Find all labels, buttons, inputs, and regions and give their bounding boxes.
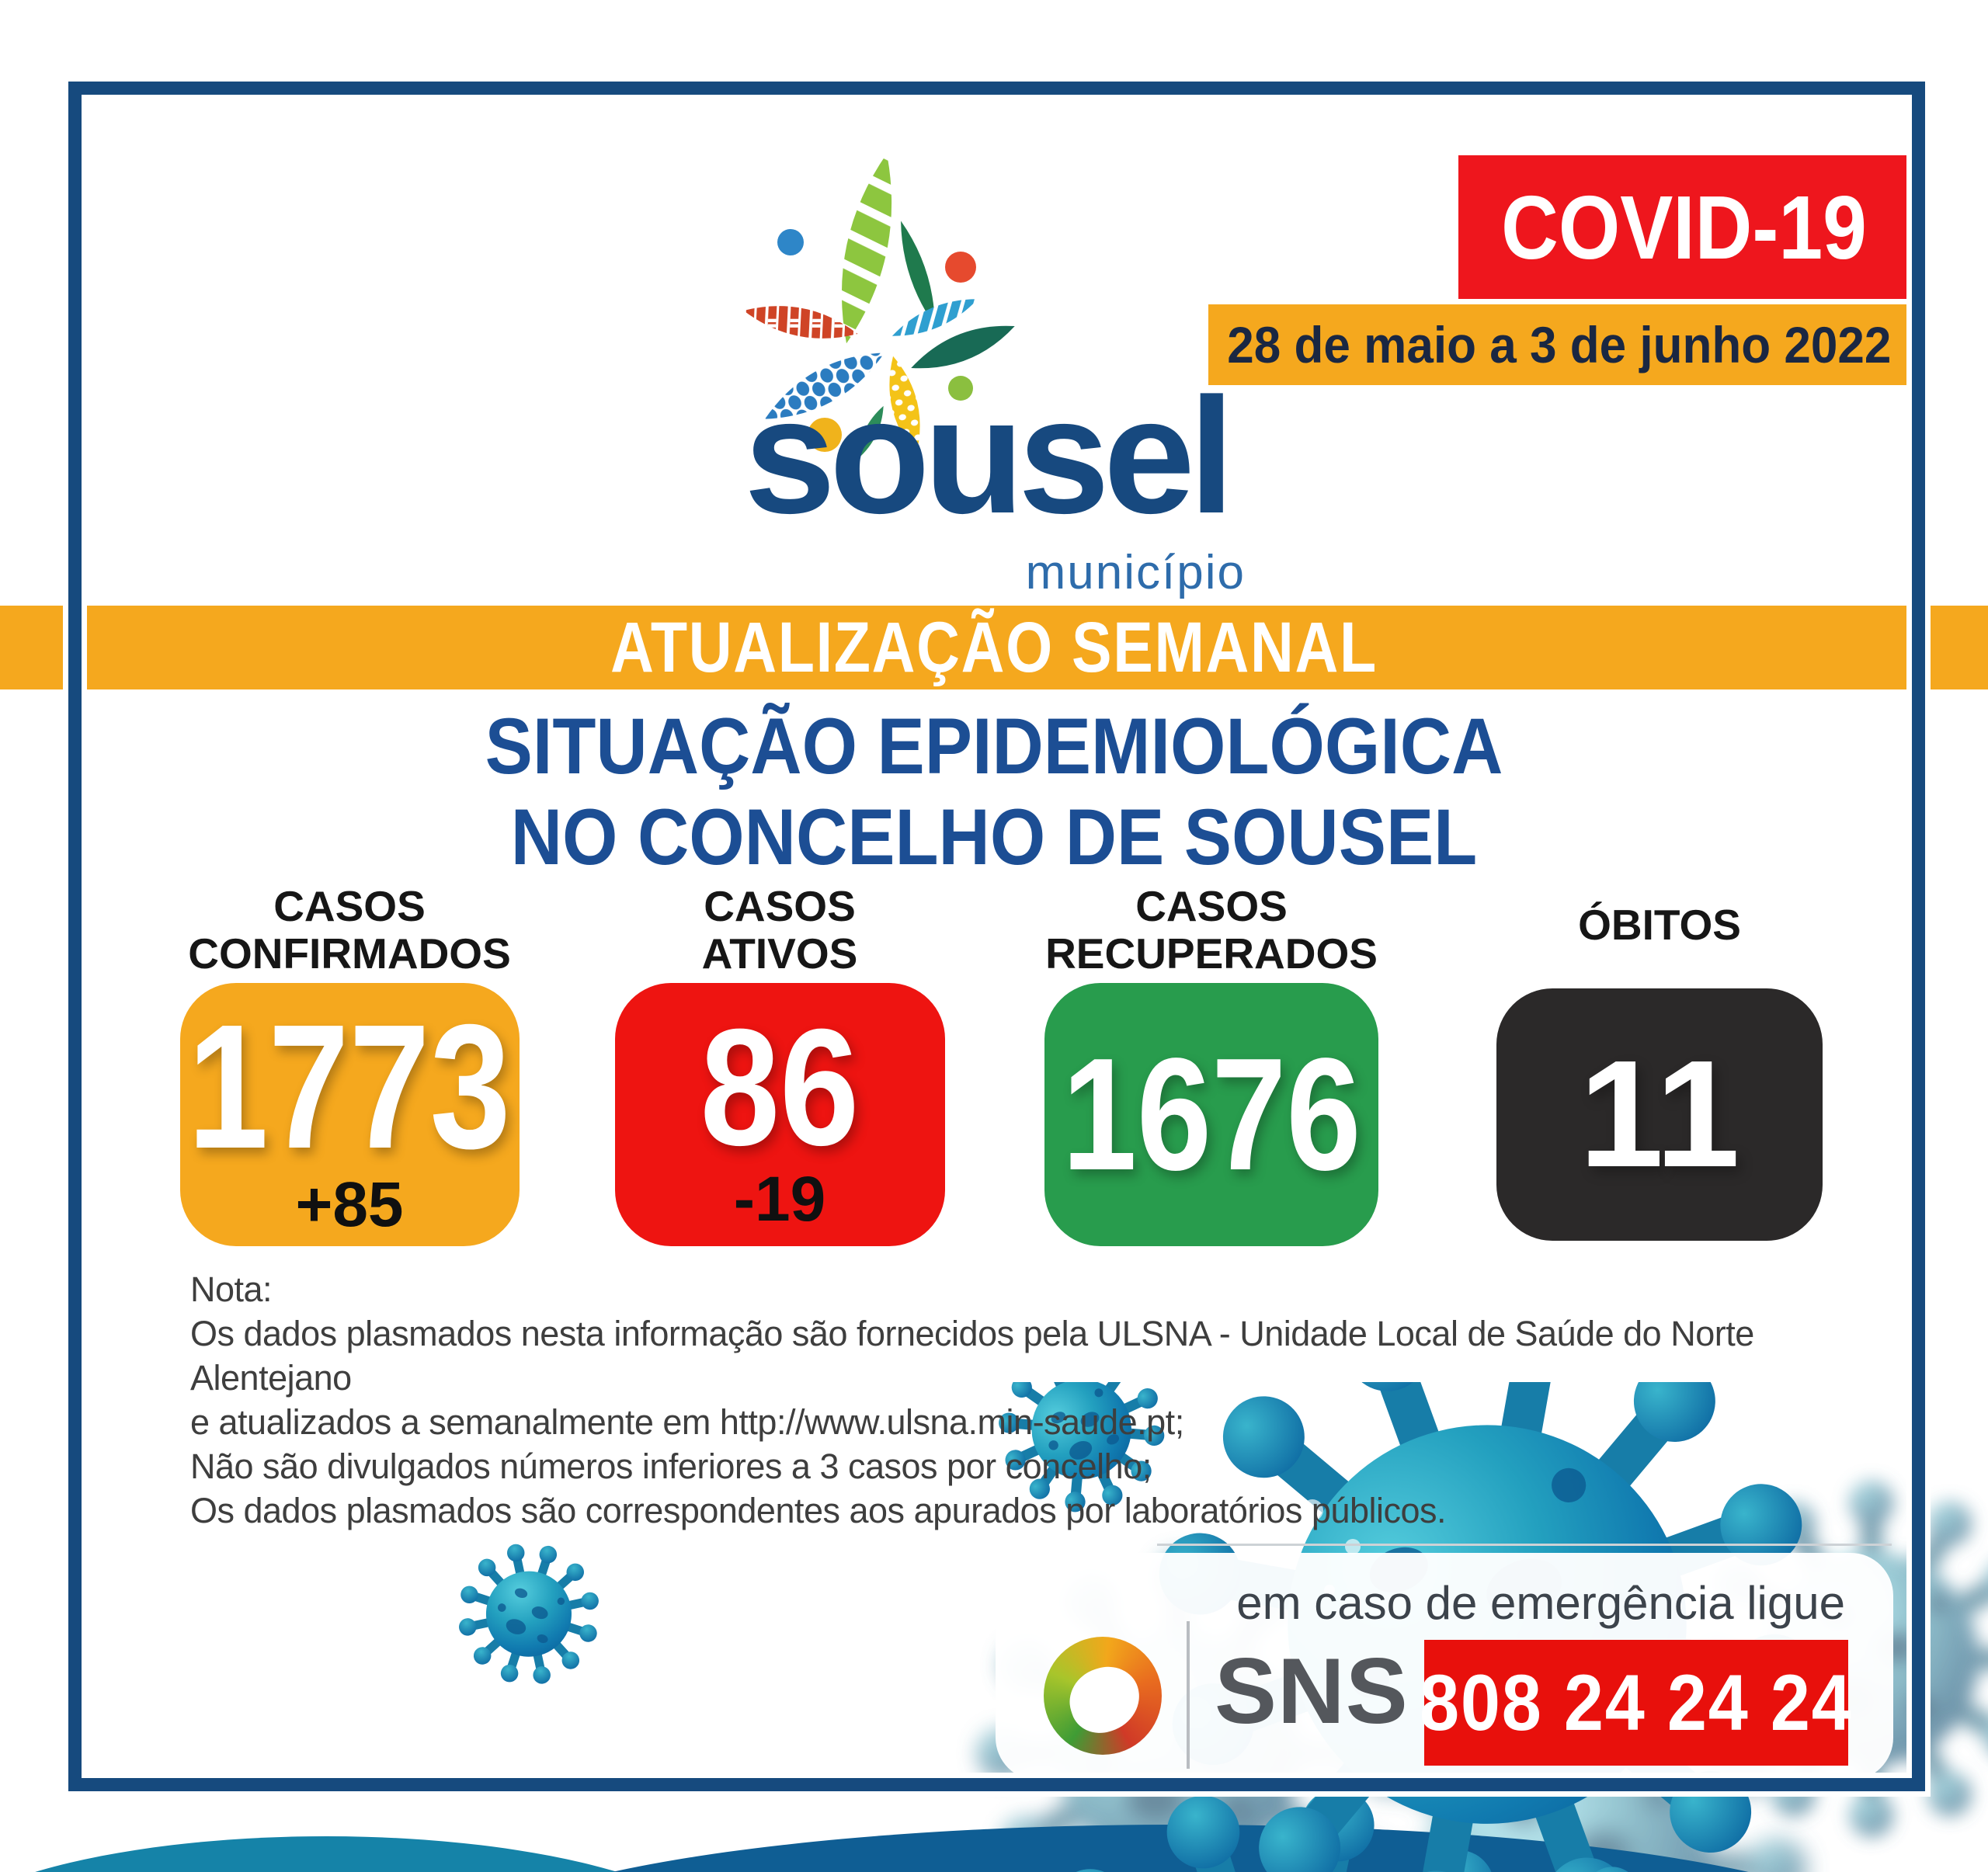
- stat-value-box: 1676: [1044, 983, 1378, 1246]
- sousel-logo-wordmark: sousel: [744, 363, 1235, 547]
- stat-card-confirmed: CASOS CONFIRMADOS 1773 +85: [148, 881, 551, 1246]
- page-title: SITUAÇÃO EPIDEMIOLÓGICA NO CONCELHO DE S…: [0, 701, 1988, 883]
- stat-delta: -19: [733, 1164, 826, 1235]
- stat-label: CASOS ATIVOS: [701, 881, 858, 978]
- stat-value-box: 11: [1496, 988, 1823, 1241]
- note-block: Nota: Os dados plasmados nesta informaçã…: [190, 1267, 1844, 1533]
- sns-divider-line: [1187, 1621, 1190, 1769]
- emergency-phone-number: 808 24 24 24: [1420, 1658, 1853, 1747]
- covid19-badge: COVID-19: [1458, 155, 1910, 299]
- note-heading: Nota:: [190, 1269, 273, 1309]
- covid19-badge-text: COVID-19: [1501, 176, 1868, 278]
- emergency-label: em caso de emergência ligue: [1236, 1577, 1845, 1629]
- stat-delta: +85: [295, 1169, 404, 1240]
- coronavirus-illustration: [35, 1382, 1988, 1872]
- stat-label: ÓBITOS: [1578, 901, 1741, 950]
- emergency-phone-badge: 808 24 24 24: [1420, 1640, 1851, 1766]
- note-line: Os dados plasmados nesta informação são …: [190, 1314, 1754, 1398]
- stat-card-active: CASOS ATIVOS 86 -19: [578, 881, 982, 1246]
- stat-value: 11: [1579, 1029, 1740, 1200]
- stat-value-box: 86 -19: [614, 983, 945, 1246]
- note-line: Não são divulgados números inferiores a …: [190, 1447, 1152, 1486]
- emergency-panel: SNS24 em caso de emergência ligue 808 24…: [996, 1553, 1893, 1780]
- stat-value: 86: [700, 994, 860, 1180]
- note-line: Os dados plasmados são correspondentes a…: [190, 1491, 1447, 1530]
- page-title-line1: SITUAÇÃO EPIDEMIOLÓGICA: [485, 702, 1503, 790]
- stat-card-recovered: CASOS RECUPERADOS 1676: [1010, 881, 1413, 1246]
- stat-label: CASOS RECUPERADOS: [1045, 881, 1378, 978]
- sns24-logo: [1044, 1637, 1162, 1755]
- sns-label: SNS: [1215, 1639, 1409, 1743]
- weekly-update-text: ATUALIZAÇÃO SEMANAL: [610, 607, 1378, 687]
- stat-card-deaths: ÓBITOS 11: [1458, 884, 1861, 1241]
- sousel-logo-subtitle: município: [1025, 546, 1246, 599]
- stat-value: 1773: [188, 988, 511, 1186]
- stat-label: CASOS CONFIRMADOS: [188, 881, 511, 978]
- note-line: e atualizados a semanalmente em http://w…: [190, 1402, 1184, 1442]
- date-range-banner: 28 de maio a 3 de junho 2022: [1208, 304, 1910, 385]
- sousel-flower-logo: [740, 149, 1020, 462]
- weekly-update-band: ATUALIZAÇÃO SEMANAL: [0, 606, 1988, 689]
- stat-value-box: 1773 +85: [179, 983, 520, 1246]
- footer-divider-line: [1157, 1544, 1892, 1546]
- date-range-text: 28 de maio a 3 de junho 2022: [1227, 316, 1892, 373]
- page-title-line2: NO CONCELHO DE SOUSEL: [510, 793, 1478, 881]
- stat-value: 1676: [1062, 1024, 1361, 1203]
